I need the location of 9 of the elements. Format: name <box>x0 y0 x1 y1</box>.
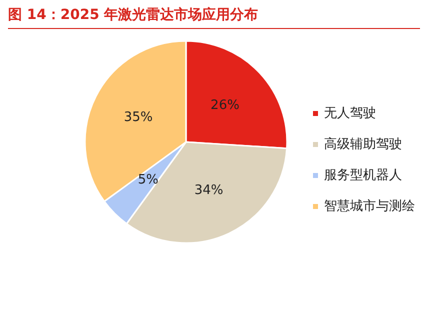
data-label: 5% <box>138 172 158 188</box>
legend-label: 智慧城市与测绘 <box>324 199 415 214</box>
legend-label: 服务型机器人 <box>324 168 402 183</box>
data-label: 26% <box>210 98 240 113</box>
chart-title: 图 14：2025 年激光雷达市场应用分布 <box>8 6 420 29</box>
data-label: 35% <box>124 110 153 126</box>
legend-label: 无人驾驶 <box>324 106 376 121</box>
data-label: 34% <box>194 182 224 198</box>
legend-label: 高级辅助驾驶 <box>324 136 402 152</box>
